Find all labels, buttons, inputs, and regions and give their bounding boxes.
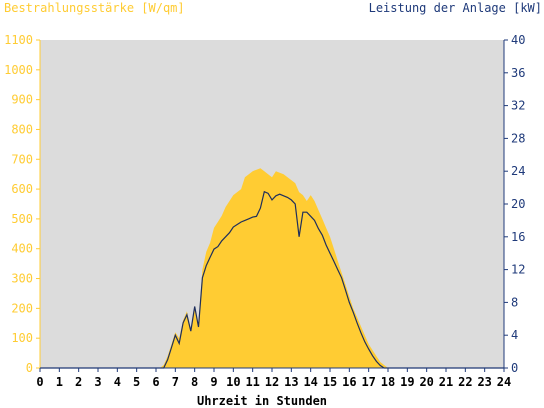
irradiance-area (40, 168, 504, 368)
x-tick-label: 13 (284, 375, 298, 389)
x-tick-label: 10 (226, 375, 240, 389)
power-line (40, 190, 504, 369)
left-tick-label: 500 (11, 212, 33, 226)
left-tick-label: 800 (11, 122, 33, 136)
x-tick-label: 24 (497, 375, 511, 389)
right-tick-label: 8 (511, 295, 518, 309)
left-tick-label: 1000 (4, 63, 33, 77)
x-tick-label: 14 (303, 375, 317, 389)
right-tick-label: 16 (511, 230, 525, 244)
left-tick-labels: 0 100 200 300 400 500 600 700 800 900 1000 1100 (4, 33, 40, 375)
power-line-layer (40, 190, 504, 369)
x-tick-label: 0 (36, 375, 43, 389)
right-tick-label: 12 (511, 263, 525, 277)
right-tick-label: 32 (511, 99, 525, 113)
left-tick-label: 400 (11, 242, 33, 256)
left-tick-label: 300 (11, 272, 33, 286)
x-tick-label: 22 (458, 375, 472, 389)
x-tick-label: 1 (56, 375, 63, 389)
irradiance-area-layer (40, 168, 504, 368)
left-tick-label: 900 (11, 93, 33, 107)
left-tick-label: 200 (11, 301, 33, 315)
left-tick-label: 700 (11, 152, 33, 166)
right-tick-labels: 0 4 8 12 16 20 24 28 32 36 40 (504, 33, 525, 375)
x-tick-label: 7 (172, 375, 179, 389)
right-tick-label: 0 (511, 361, 518, 375)
right-tick-label: 28 (511, 131, 525, 145)
right-axis-title: Leistung der Anlage [kW] (369, 1, 542, 15)
right-tick-label: 40 (511, 33, 525, 47)
left-axis-title: Bestrahlungsstärke [W/qm] (4, 1, 185, 15)
x-axis-title: Uhrzeit in Stunden (197, 394, 327, 408)
x-tick-label: 16 (342, 375, 356, 389)
left-tick-label: 600 (11, 182, 33, 196)
x-tick-label: 23 (477, 375, 491, 389)
right-tick-label: 24 (511, 164, 525, 178)
right-tick-label: 20 (511, 197, 525, 211)
left-tick-label: 1100 (4, 33, 33, 47)
x-tick-label: 19 (400, 375, 414, 389)
x-tick-label: 18 (381, 375, 395, 389)
left-tick-label: 0 (26, 361, 33, 375)
x-tick-label: 6 (152, 375, 159, 389)
x-tick-label: 21 (439, 375, 453, 389)
right-tick-label: 4 (511, 328, 518, 342)
x-tick-label: 12 (265, 375, 279, 389)
x-tick-label: 9 (210, 375, 217, 389)
x-tick-label: 11 (245, 375, 259, 389)
x-tick-label: 5 (133, 375, 140, 389)
x-tick-label: 15 (323, 375, 337, 389)
left-tick-label: 100 (11, 331, 33, 345)
x-tick-label: 4 (114, 375, 121, 389)
x-tick-label: 2 (75, 375, 82, 389)
x-tick-label: 20 (419, 375, 433, 389)
x-tick-label: 3 (94, 375, 101, 389)
x-tick-label: 8 (191, 375, 198, 389)
right-tick-label: 36 (511, 66, 525, 80)
x-tick-labels: 0 1 2 3 4 5 6 7 8 9 10 11 12 13 14 15 16 17 18 19 20 21 22 23 24 (36, 368, 511, 389)
x-tick-label: 17 (361, 375, 375, 389)
